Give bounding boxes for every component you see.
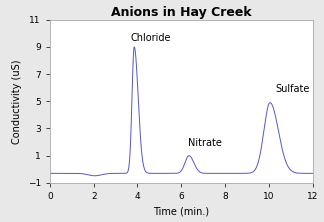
Y-axis label: Conductivity (uS): Conductivity (uS) bbox=[12, 59, 22, 144]
Text: Chloride: Chloride bbox=[131, 33, 171, 43]
Text: Nitrate: Nitrate bbox=[188, 138, 222, 148]
Text: Sulfate: Sulfate bbox=[275, 85, 310, 95]
Title: Anions in Hay Creek: Anions in Hay Creek bbox=[111, 6, 252, 19]
X-axis label: Time (min.): Time (min.) bbox=[153, 206, 209, 216]
